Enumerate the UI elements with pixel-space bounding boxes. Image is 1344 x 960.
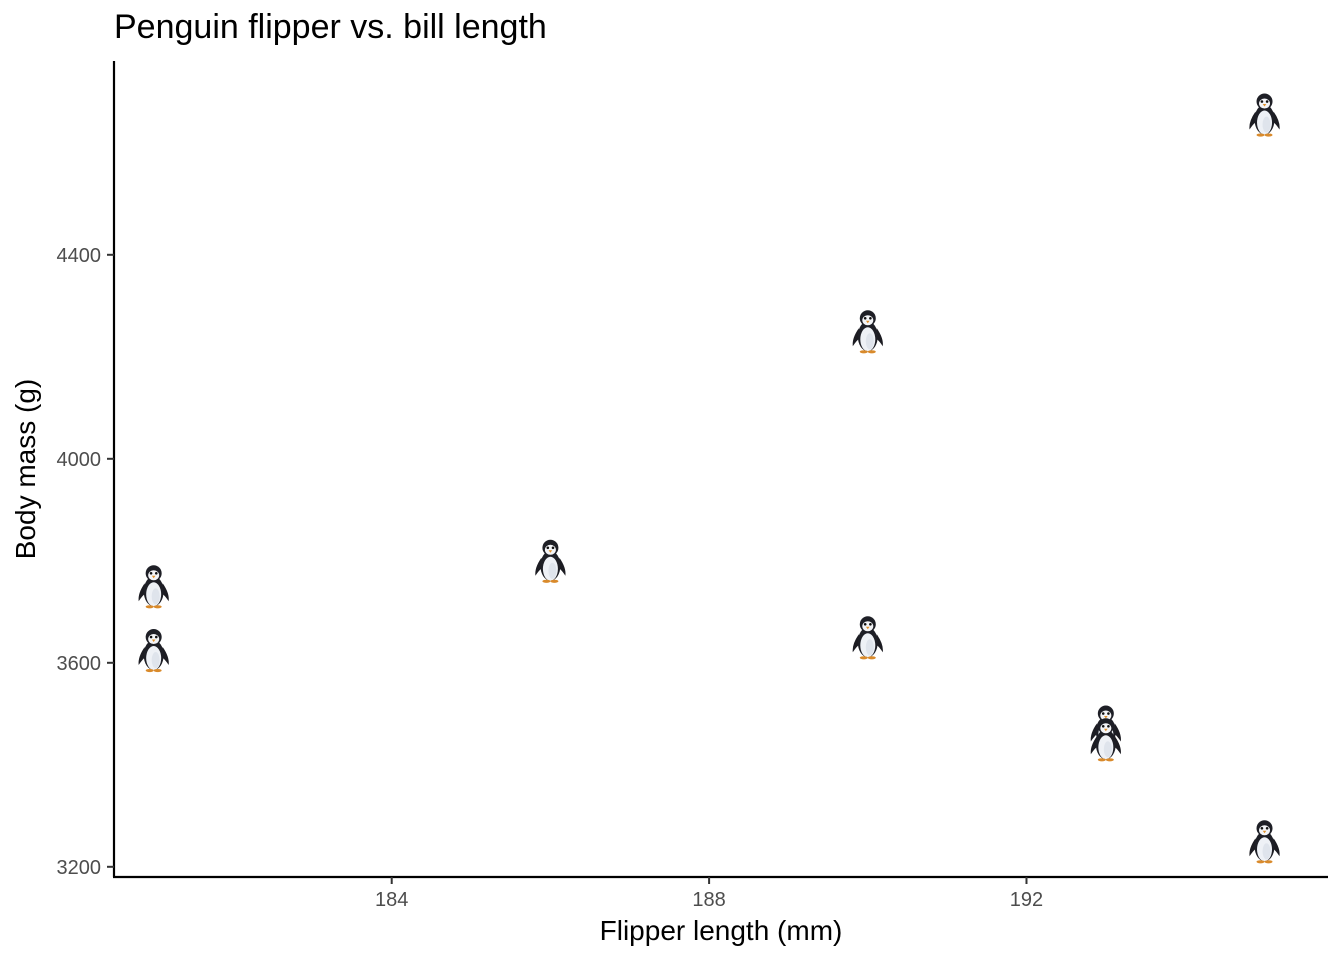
data-points (138, 93, 1280, 864)
x-axis: 184 188 192 (113, 875, 1328, 911)
x-axis-title: Flipper length (mm) (600, 915, 843, 946)
penguin-icon (1249, 93, 1280, 137)
penguin-icon (852, 310, 883, 354)
penguin-icon (138, 629, 169, 673)
y-tick-label: 3600 (57, 653, 102, 675)
y-axis-title: Body mass (g) (10, 379, 41, 560)
y-axis: 3200 3600 4000 4400 (57, 61, 116, 879)
penguin-icon (535, 539, 566, 583)
y-tick-label: 3200 (57, 857, 102, 879)
penguin-icon (1090, 718, 1121, 762)
y-tick-label: 4400 (57, 245, 102, 267)
x-tick-label: 188 (692, 889, 725, 911)
penguin-icon (138, 565, 169, 609)
chart-title: Penguin flipper vs. bill length (114, 8, 547, 46)
penguin-icon (1249, 820, 1280, 864)
x-tick-label: 184 (375, 889, 408, 911)
y-tick-label: 4000 (57, 449, 102, 471)
penguin-icon (852, 616, 883, 660)
x-tick-label: 192 (1010, 889, 1043, 911)
